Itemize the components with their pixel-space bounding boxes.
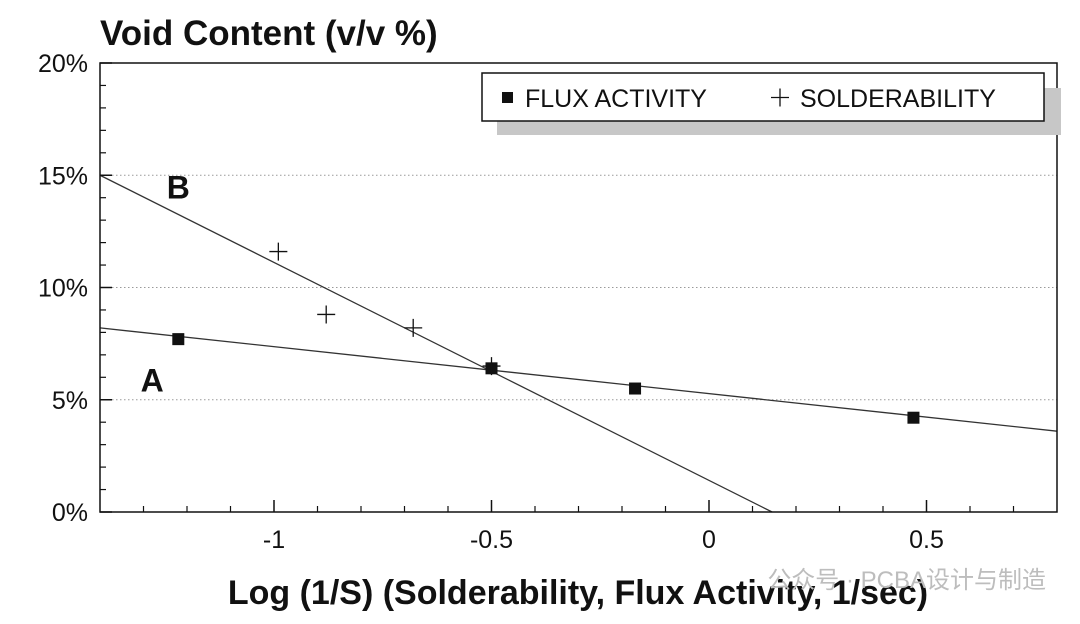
line-label-a: A: [141, 363, 164, 399]
x-tick-label: 0: [702, 526, 716, 554]
y-tick-label: 15%: [38, 162, 88, 190]
x-axis-label: Log (1/S) (Solderability, Flux Activity,…: [228, 574, 928, 612]
legend-box: [481, 72, 1045, 122]
y-tick-label: 20%: [38, 50, 88, 78]
solderability-point: [317, 305, 336, 324]
data-markers: AB: [141, 169, 920, 424]
legend-plus-marker: [771, 88, 789, 107]
y-tick-label: 0%: [52, 499, 88, 527]
legend-label-flux-activity: FLUX ACTIVITY: [525, 85, 707, 113]
line-label-b: B: [167, 169, 190, 205]
x-tick-label: -1: [263, 526, 285, 554]
trend-line-a: [99, 327, 1058, 432]
x-tick-label: 0.5: [909, 526, 944, 554]
solderability-point: [404, 318, 423, 337]
flux-activity-point: [629, 382, 642, 395]
chart-title: Void Content (v/v %): [100, 14, 438, 53]
flux-activity-point: [907, 411, 920, 424]
x-tick-label: -0.5: [470, 526, 513, 554]
legend-square-marker: [502, 92, 513, 103]
legend: FLUX ACTIVITY SOLDERABILITY: [481, 72, 1061, 135]
watermark: 公众号 · PCBA设计与制造: [767, 567, 1046, 594]
trend-line-b: [99, 174, 773, 513]
trend-lines: [99, 174, 1058, 513]
grid-layer: [100, 174, 1057, 401]
legend-label-solderability: SOLDERABILITY: [800, 85, 996, 113]
solderability-point: [269, 242, 288, 261]
flux-activity-point: [172, 333, 185, 346]
solderability-point: [482, 357, 501, 376]
y-tick-label: 5%: [52, 387, 88, 415]
axis-ticks: 0% 5% 10% 15% 20% -1 -0.5 0 0.5: [38, 50, 1015, 554]
y-tick-label: 10%: [38, 275, 88, 303]
